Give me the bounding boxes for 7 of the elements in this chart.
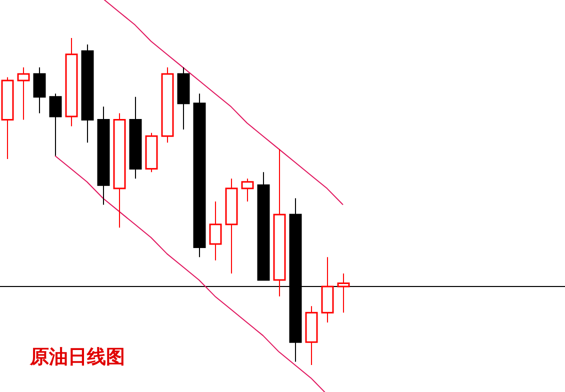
- candlestick: [209, 201, 222, 261]
- candlestick: [33, 66, 46, 114]
- candlestick: [49, 93, 62, 156]
- candlestick: [17, 66, 30, 120]
- candlestick: [337, 272, 350, 314]
- text: 原油日线图: [29, 346, 125, 368]
- candlestick: [241, 178, 254, 202]
